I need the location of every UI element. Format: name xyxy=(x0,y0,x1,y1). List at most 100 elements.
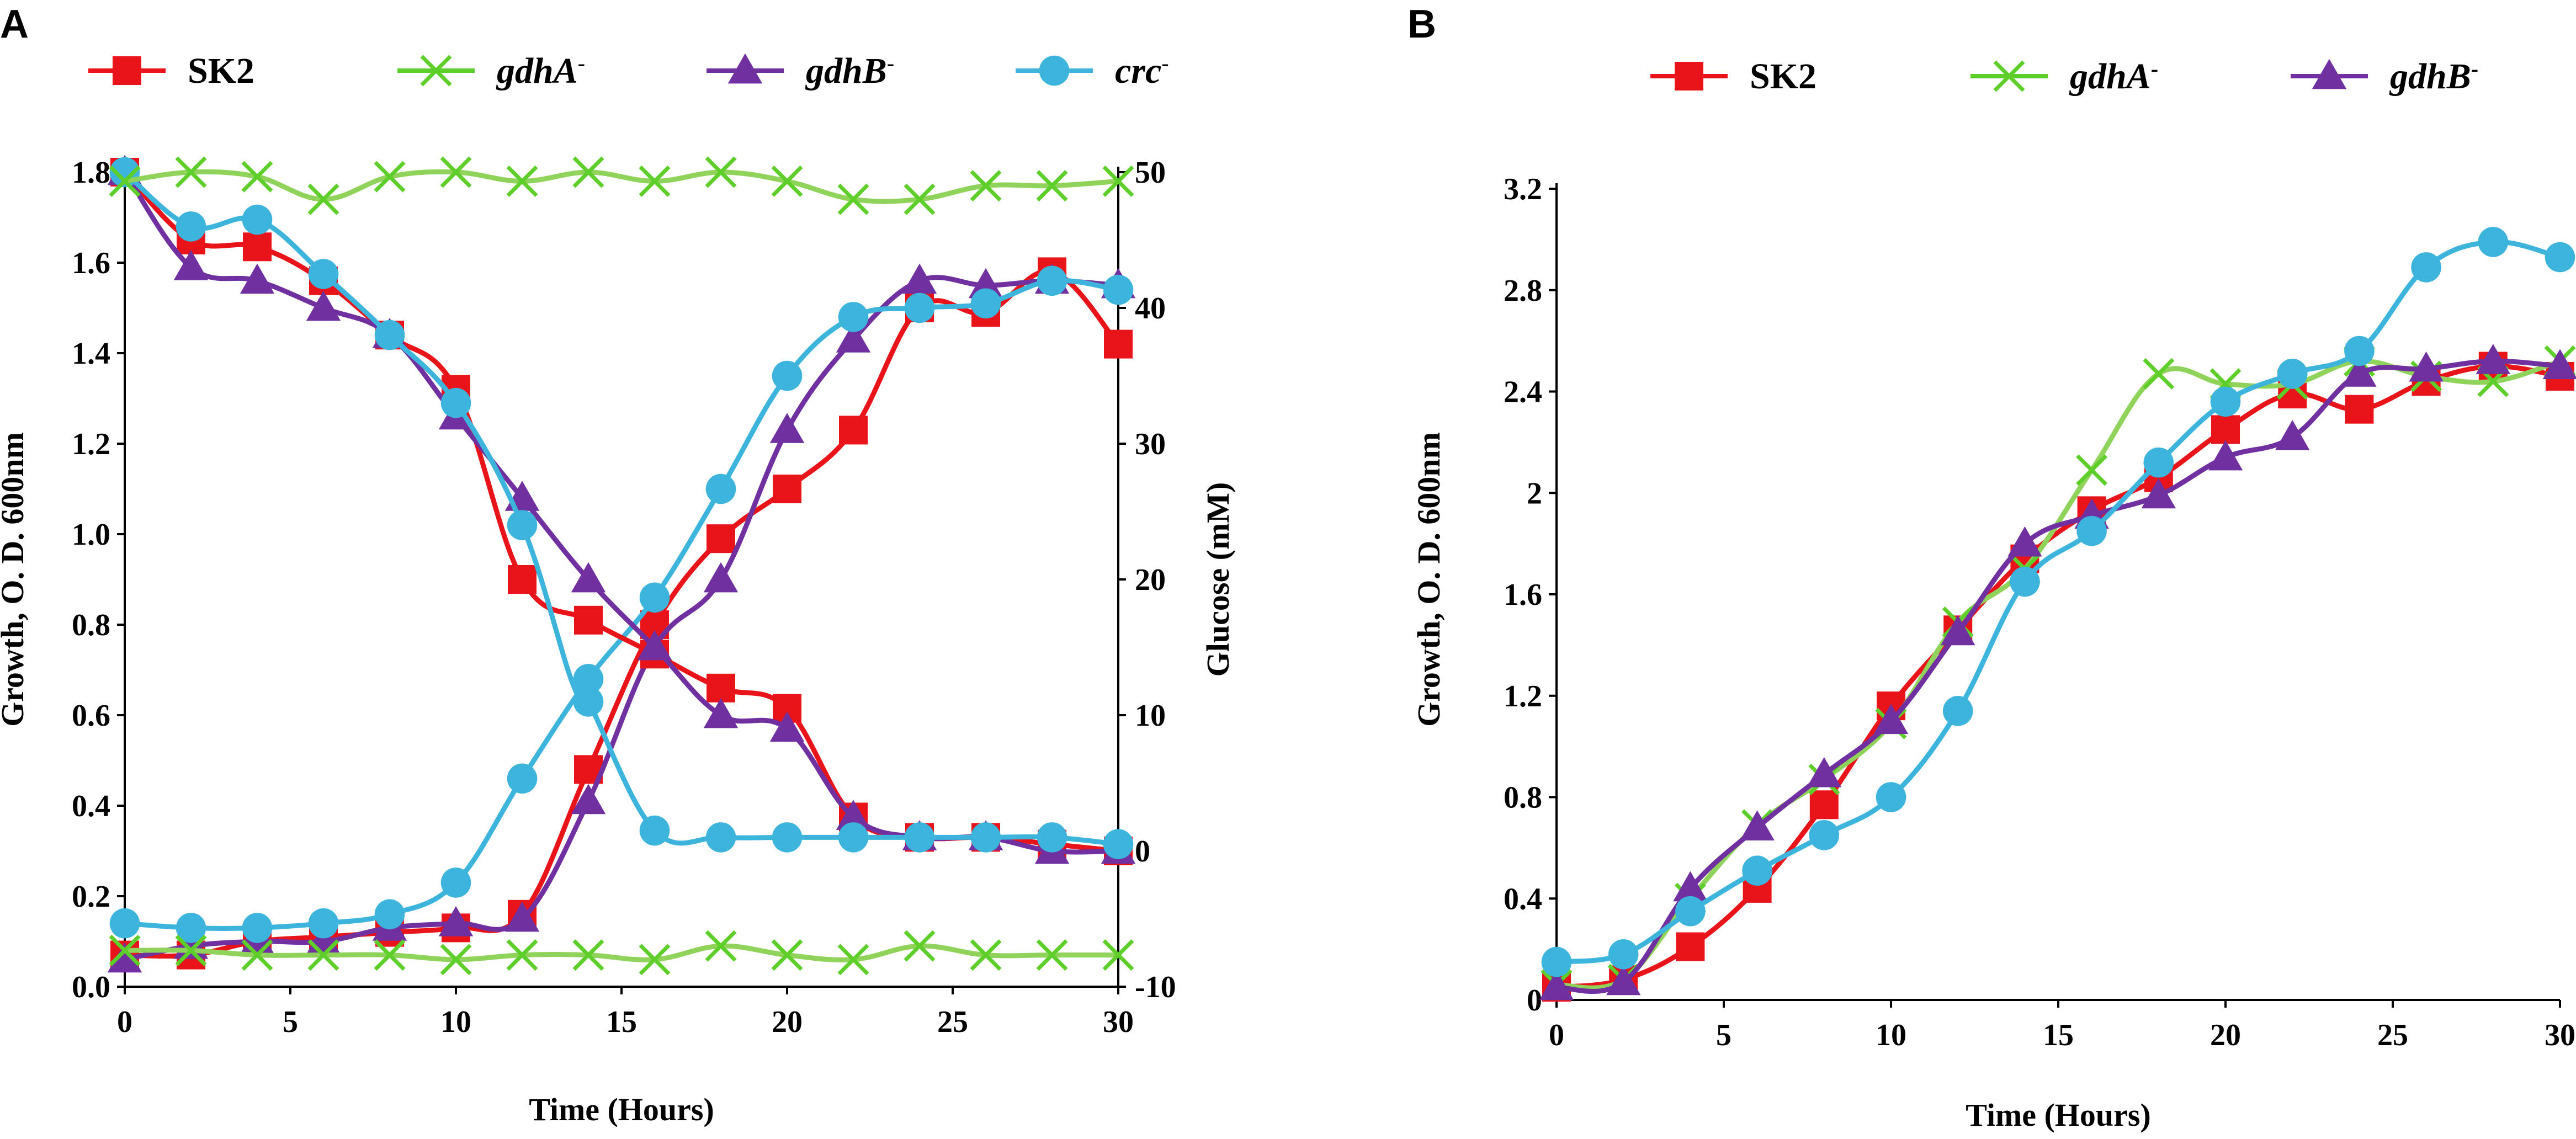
x-tick-label: 5 xyxy=(283,1005,298,1039)
legend-label-gdhB: gdhB- xyxy=(2389,56,2478,97)
data-point-gdhA xyxy=(1102,165,1134,197)
data-point-gdhB xyxy=(504,901,540,932)
y-right-tick-label: 10 xyxy=(1135,699,1166,733)
y-right-tick-label: 30 xyxy=(1135,427,1166,461)
y-left-tick-label: 2.4 xyxy=(1504,375,1542,409)
data-point-gdhA xyxy=(2143,358,2175,390)
data-point-gdhA xyxy=(307,939,339,971)
y-left-tick-label: 2.8 xyxy=(1504,274,1542,308)
data-point-crc xyxy=(2411,252,2441,283)
x-tick-label: 0 xyxy=(117,1005,132,1039)
legend-label-SK2: SK2 xyxy=(1750,56,1817,97)
data-point-gdhB xyxy=(836,800,871,830)
data-point-gdhA xyxy=(771,165,803,197)
data-point-crc xyxy=(176,913,206,943)
data-point-gdhB xyxy=(1606,965,1641,996)
data-point-gdhB xyxy=(107,942,142,973)
data-point-gdhA xyxy=(241,939,273,971)
data-point-gdhB xyxy=(2409,351,2444,382)
data-point-gdhA xyxy=(109,165,141,197)
y-left-tick-label: 1.2 xyxy=(72,427,110,461)
legend-item-SK2: SK2 xyxy=(1650,56,1817,97)
data-point-gdhB xyxy=(438,906,474,936)
data-point-crc xyxy=(2545,242,2575,273)
x-tick-label: 15 xyxy=(2043,1018,2074,1052)
x-tick-label: 5 xyxy=(1716,1018,1732,1052)
legend-item-gdhA: gdhA- xyxy=(397,51,585,92)
data-point-crc xyxy=(838,822,869,853)
data-point-crc xyxy=(639,815,670,846)
y-left-tick-label: 0.4 xyxy=(1504,882,1542,916)
data-point-crc xyxy=(2143,447,2174,478)
y-right-tick-label: 50 xyxy=(1135,156,1166,190)
panel-a-letter: A xyxy=(0,2,29,46)
panel-a-plot: 0 5 10 15 20 25 30 0.0 0.2 0.4 0.6 0.8 1.0 1.2 1.4 1.6 1… xyxy=(72,155,1176,1039)
legend-marker-crc xyxy=(1039,55,1070,86)
data-point-SK2 xyxy=(1809,790,1839,819)
legend-marker-gdhB xyxy=(2312,58,2347,89)
data-point-gdhB xyxy=(769,711,805,742)
y-right-tick-label: 40 xyxy=(1135,291,1166,326)
y-left-tick-label: 0.4 xyxy=(72,789,110,823)
data-point-gdhA xyxy=(440,156,472,188)
legend-marker-SK2 xyxy=(1675,62,1703,91)
data-point-SK2 xyxy=(1676,932,1705,961)
data-point-gdhA xyxy=(440,944,472,976)
data-point-gdhB xyxy=(1673,871,1708,902)
data-point-gdhA xyxy=(1036,939,1068,971)
data-point-gdhA xyxy=(109,934,141,966)
legend-marker-SK2 xyxy=(113,56,141,85)
series-gdhB xyxy=(1539,344,2576,1000)
y-left-tick-label: 1.6 xyxy=(1504,578,1542,612)
data-point-crc xyxy=(242,204,273,235)
series-line-gdhA xyxy=(124,169,1119,204)
data-point-crc xyxy=(2344,336,2375,366)
data-point-gdhA xyxy=(241,161,273,193)
data-point-crc xyxy=(1103,274,1134,305)
x-tick-label: 0 xyxy=(1549,1018,1564,1052)
y-left-tick-label: 0 xyxy=(1527,983,1542,1018)
data-point-gdhA xyxy=(771,939,803,971)
data-point-gdhB xyxy=(2476,344,2510,374)
data-point-crc xyxy=(1942,696,1973,726)
data-point-gdhB xyxy=(571,562,606,593)
series-line-gdhB xyxy=(123,171,1119,855)
data-point-crc xyxy=(1037,265,1067,296)
legend-item-SK2: SK2 xyxy=(88,51,254,91)
data-point-crc xyxy=(507,510,538,540)
data-point-gdhA xyxy=(2076,454,2108,486)
data-point-SK2 xyxy=(1104,329,1133,359)
legend-item-gdhB: gdhB- xyxy=(707,51,894,91)
data-point-crc xyxy=(308,908,339,939)
data-point-SK2 xyxy=(773,475,801,503)
data-point-gdhA xyxy=(572,156,604,188)
x-tick-label: 20 xyxy=(2210,1018,2241,1052)
data-point-gdhB xyxy=(2208,440,2243,471)
series-line-gdhA xyxy=(124,943,1118,963)
series-line-crc xyxy=(124,278,1119,932)
data-point-gdhA xyxy=(1036,170,1068,202)
data-point-crc xyxy=(374,320,405,350)
data-point-crc xyxy=(2210,386,2241,417)
data-point-gdhB xyxy=(571,784,606,815)
data-point-crc xyxy=(2478,227,2509,257)
data-point-gdhB xyxy=(1740,810,1775,841)
series-line-gdhB xyxy=(1556,358,2561,994)
data-point-gdhB xyxy=(2007,526,2042,557)
data-point-SK2 xyxy=(2211,415,2240,444)
data-point-crc xyxy=(1742,855,1772,886)
y-left-tick-label: 0.6 xyxy=(72,699,110,733)
data-point-crc xyxy=(440,387,471,418)
x-tick-label: 10 xyxy=(440,1005,471,1039)
y-left-tick-label: 1.8 xyxy=(72,156,110,190)
data-point-gdhB xyxy=(306,290,341,321)
series-line-crc xyxy=(123,170,1119,847)
legend-item-gdhA: gdhA- xyxy=(1970,56,2158,97)
data-point-gdhA xyxy=(506,939,538,971)
legend-label-gdhA: gdhA- xyxy=(2069,56,2158,97)
legend-label-gdhA: gdhA- xyxy=(496,51,585,92)
data-point-gdhB xyxy=(2141,478,2176,509)
